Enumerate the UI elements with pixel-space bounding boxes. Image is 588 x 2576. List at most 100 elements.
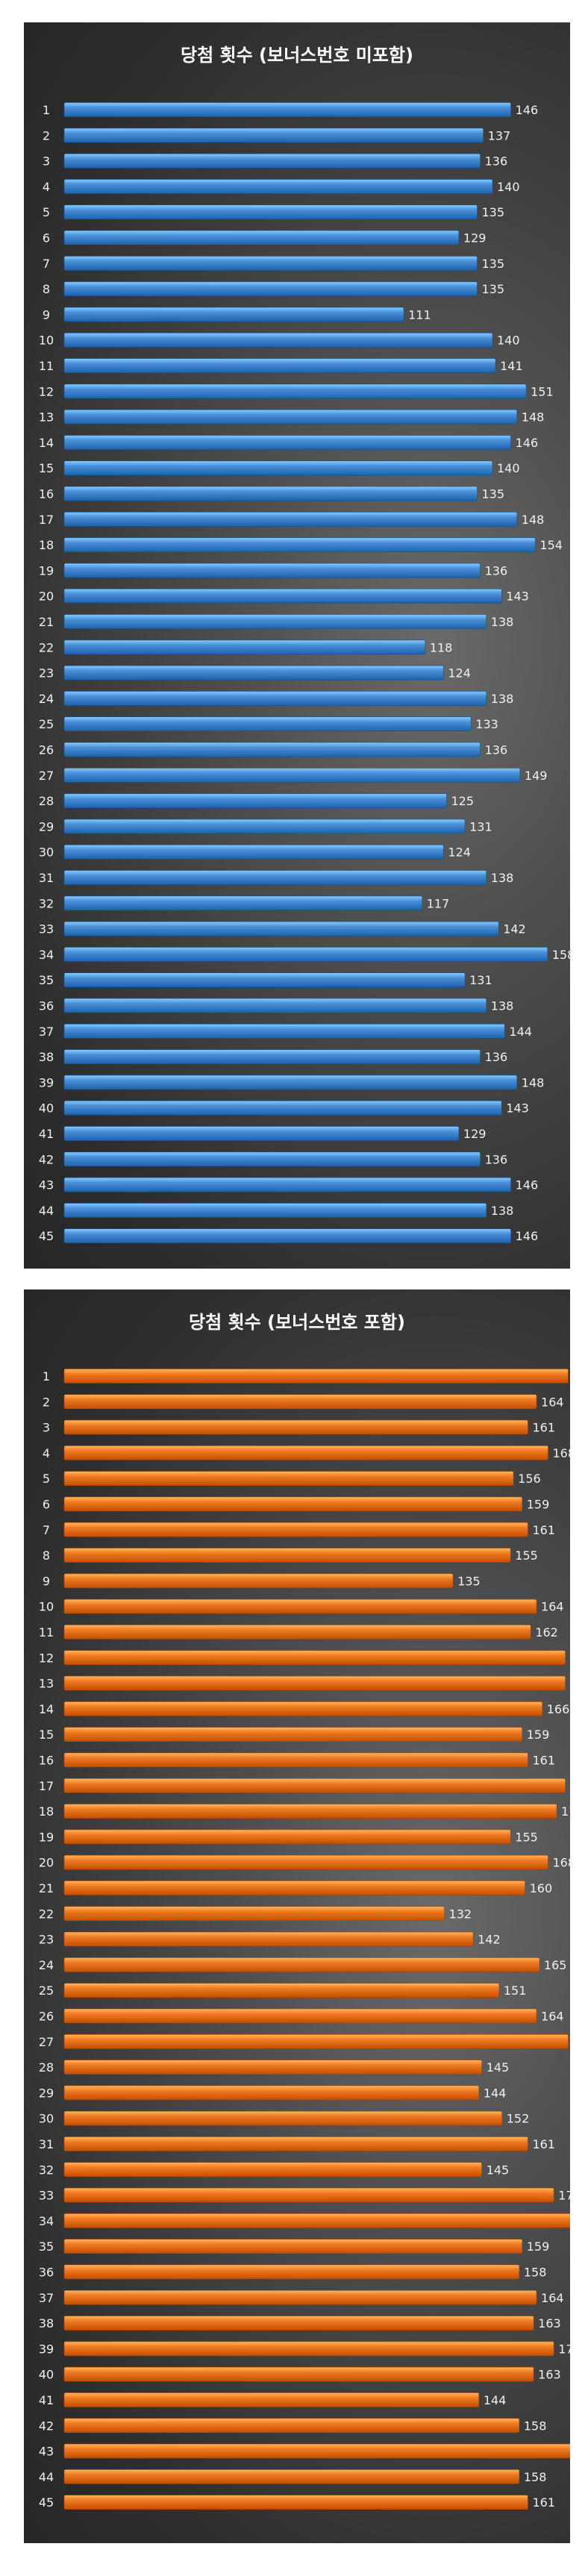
bar xyxy=(63,153,481,169)
bar xyxy=(63,102,511,117)
bar xyxy=(63,1419,528,1435)
category-label: 37 xyxy=(39,2291,54,2305)
bar xyxy=(63,1203,487,1218)
bar xyxy=(63,1075,518,1090)
category-label: 7 xyxy=(43,257,50,271)
data-label: 168 xyxy=(552,1856,570,1870)
category-label: 43 xyxy=(39,1178,54,1192)
data-label: 135 xyxy=(482,487,505,501)
data-label: 156 xyxy=(518,1472,541,1486)
data-label: 144 xyxy=(509,1025,532,1039)
data-label: 131 xyxy=(469,819,492,834)
data-label: 138 xyxy=(491,615,514,629)
data-label: 158 xyxy=(524,2470,547,2484)
bar xyxy=(63,1100,502,1116)
data-label: 111 xyxy=(408,307,431,322)
bar xyxy=(63,1394,537,1410)
category-label: 15 xyxy=(39,461,54,475)
category-label: 27 xyxy=(39,769,54,783)
data-label: 135 xyxy=(482,257,505,271)
bar xyxy=(63,1471,514,1486)
category-label: 13 xyxy=(39,1677,54,1691)
data-label: 170 xyxy=(558,2189,570,2203)
bar-chart-2: 1175216431614168515661597161815591351016… xyxy=(39,1369,570,2510)
category-label: 37 xyxy=(39,1025,54,1039)
bar xyxy=(63,1804,557,1819)
category-label: 39 xyxy=(39,1075,54,1090)
bar xyxy=(63,2418,520,2433)
category-label: 11 xyxy=(39,359,54,373)
data-label: 161 xyxy=(532,2495,555,2510)
data-label: 154 xyxy=(539,538,563,552)
data-label: 124 xyxy=(448,845,471,860)
category-label: 19 xyxy=(39,563,54,578)
bar xyxy=(63,1548,511,1563)
chart-panel-1: 당첨 횟수 (보너스번호 미포함) 1 146 2 137 3 136 4 140 5 135 6 1… xyxy=(24,22,570,1269)
data-label: 144 xyxy=(484,2393,507,2407)
data-label: 160 xyxy=(530,1881,553,1895)
category-label: 6 xyxy=(43,231,50,246)
bar xyxy=(63,1369,569,1384)
category-label: 7 xyxy=(43,1523,50,1537)
bar xyxy=(63,1983,500,1998)
category-label: 41 xyxy=(39,2393,54,2407)
bar xyxy=(63,998,487,1013)
bar xyxy=(63,793,447,808)
bar xyxy=(63,2469,520,2484)
category-label: 33 xyxy=(39,2189,54,2203)
category-label: 19 xyxy=(39,1830,54,1844)
data-label: 149 xyxy=(525,769,548,783)
chart-panel-2: 당첨 횟수 (보너스번호 포함) 11752164316141685156615… xyxy=(24,1289,570,2543)
category-label: 18 xyxy=(39,538,54,552)
data-label: 143 xyxy=(506,1101,529,1116)
bar xyxy=(63,204,478,219)
category-label: 6 xyxy=(43,1498,50,1512)
bar xyxy=(63,2290,537,2305)
category-label: 14 xyxy=(39,436,54,450)
data-label: 148 xyxy=(522,1075,545,1090)
bar xyxy=(63,1598,537,1614)
category-label: 14 xyxy=(39,1702,54,1716)
data-label: 138 xyxy=(491,871,514,885)
bar xyxy=(63,972,466,987)
data-label: 137 xyxy=(488,128,511,143)
category-label: 30 xyxy=(39,2112,54,2126)
category-label: 38 xyxy=(39,1050,54,1064)
data-label: 140 xyxy=(497,334,520,348)
category-label: 22 xyxy=(39,1907,54,1921)
category-label: 23 xyxy=(39,666,54,681)
category-label: 32 xyxy=(39,896,54,910)
category-label: 10 xyxy=(39,334,54,348)
category-label: 39 xyxy=(39,2342,54,2356)
category-label: 20 xyxy=(39,590,54,604)
bar xyxy=(63,1177,511,1192)
bar xyxy=(63,2008,537,2024)
category-label: 28 xyxy=(39,794,54,808)
bar xyxy=(63,1126,460,1141)
category-label: 16 xyxy=(39,487,54,501)
data-label: 165 xyxy=(544,1958,567,1972)
data-label: 159 xyxy=(527,1728,550,1742)
bar xyxy=(63,179,493,194)
category-label: 44 xyxy=(39,1204,54,1218)
bar xyxy=(63,2162,483,2178)
bar xyxy=(63,1675,566,1691)
bar xyxy=(63,563,481,578)
data-label: 159 xyxy=(527,2239,550,2254)
bar xyxy=(63,844,444,860)
data-label: 135 xyxy=(457,1574,481,1588)
bar xyxy=(63,2136,528,2151)
bar xyxy=(63,2316,534,2330)
category-label: 8 xyxy=(43,282,50,296)
data-label: 136 xyxy=(485,154,508,169)
category-label: 45 xyxy=(39,1229,54,1243)
data-label: 141 xyxy=(500,359,523,373)
category-label: 22 xyxy=(39,640,54,654)
bar xyxy=(63,1881,525,1895)
category-label: 38 xyxy=(39,2316,54,2330)
bar xyxy=(63,691,487,706)
data-label: 155 xyxy=(515,1830,538,1844)
data-label: 148 xyxy=(522,410,545,425)
data-label: 144 xyxy=(484,2086,507,2100)
bar xyxy=(63,281,478,296)
